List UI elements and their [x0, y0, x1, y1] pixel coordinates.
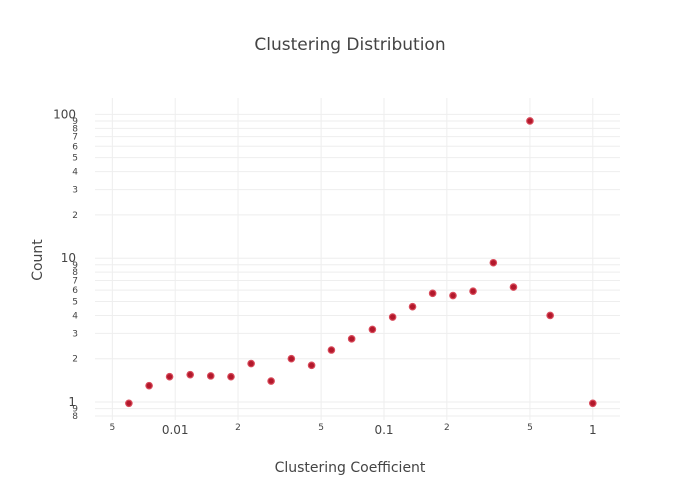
y-minor-tick-label: 4 — [72, 168, 78, 178]
data-point — [469, 287, 477, 295]
data-point — [186, 370, 195, 379]
y-minor-tick-label: 8 — [72, 124, 78, 134]
data-point — [307, 361, 316, 370]
data-point — [267, 377, 275, 385]
data-point — [526, 117, 534, 125]
y-minor-tick-label: 2 — [72, 355, 78, 365]
data-point — [449, 291, 457, 300]
y-minor-tick-label: 3 — [72, 329, 78, 339]
x-minor-tick-label: 5 — [109, 423, 115, 433]
data-point — [327, 346, 336, 354]
y-axis-title: Count — [30, 239, 46, 281]
data-point — [287, 354, 296, 363]
x-axis-title: Clustering Coefficient — [275, 460, 426, 476]
y-tick-label: 100 — [53, 107, 76, 121]
data-point — [368, 325, 377, 334]
data-point — [145, 381, 153, 390]
data-point — [125, 399, 133, 408]
data-points — [125, 117, 597, 408]
y-minor-tick-label: 9 — [72, 261, 78, 271]
y-minor-tick-label: 7 — [72, 133, 78, 143]
y-minor-tick-label: 8 — [72, 268, 78, 278]
data-point — [347, 335, 356, 343]
data-point — [247, 359, 255, 368]
x-minor-tick-label: 2 — [444, 423, 450, 433]
data-point — [388, 313, 397, 321]
x-minor-tick-label: 5 — [318, 423, 324, 433]
y-minor-tick-label: 9 — [72, 117, 78, 127]
y-minor-tick-label: 5 — [72, 154, 78, 164]
data-point — [588, 399, 597, 408]
y-minor-tick-label: 2 — [72, 211, 78, 221]
data-point — [165, 372, 174, 381]
data-point — [206, 372, 215, 380]
x-minor-tick-label: 5 — [527, 423, 533, 433]
data-point — [489, 258, 498, 267]
y-minor-tick-label: 4 — [72, 311, 78, 321]
grid — [95, 98, 620, 420]
data-point — [546, 311, 554, 320]
y-tick-label: 1 — [68, 395, 76, 409]
x-tick-label: 0.1 — [374, 423, 393, 437]
y-minor-tick-label: 6 — [72, 142, 78, 152]
x-tick-label: 0.01 — [162, 423, 189, 437]
y-minor-tick-label: 7 — [72, 276, 78, 286]
chart-title: Clustering Distribution — [254, 35, 445, 55]
x-minor-tick-label: 2 — [235, 423, 241, 433]
y-minor-tick-label: 6 — [72, 286, 78, 296]
x-tick-label: 1 — [589, 423, 597, 437]
data-point — [509, 283, 518, 291]
y-minor-tick-label: 3 — [72, 186, 78, 196]
data-point — [408, 302, 417, 311]
y-tick-label: 10 — [61, 251, 76, 265]
y-minor-tick-label: 9 — [72, 405, 78, 415]
data-point — [428, 289, 437, 298]
y-minor-tick-label: 8 — [72, 412, 78, 422]
data-point — [227, 372, 235, 381]
y-minor-tick-label: 5 — [72, 298, 78, 308]
